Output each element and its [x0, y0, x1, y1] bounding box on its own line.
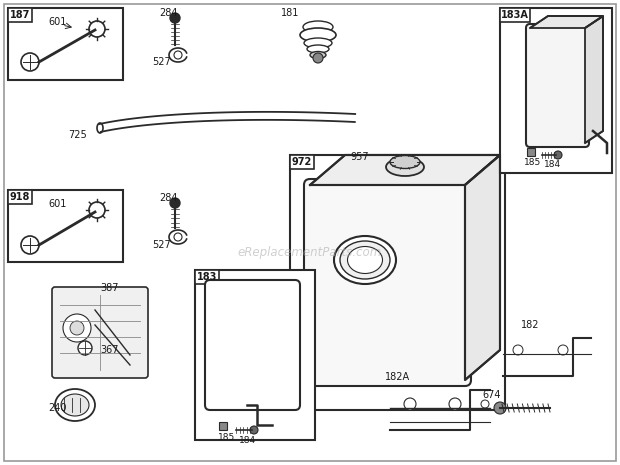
- Text: 725: 725: [68, 130, 87, 140]
- Bar: [527, 148, 535, 156]
- FancyBboxPatch shape: [52, 287, 148, 378]
- Ellipse shape: [300, 28, 336, 42]
- Ellipse shape: [334, 236, 396, 284]
- Ellipse shape: [340, 241, 390, 279]
- Circle shape: [174, 51, 182, 59]
- Text: 185: 185: [524, 158, 541, 166]
- Text: 185: 185: [218, 432, 235, 441]
- Ellipse shape: [303, 21, 333, 33]
- Bar: [500, 8, 612, 173]
- Bar: [195, 270, 219, 284]
- Ellipse shape: [55, 389, 95, 421]
- Circle shape: [63, 314, 91, 342]
- Bar: [8, 8, 123, 80]
- FancyBboxPatch shape: [205, 280, 300, 410]
- Text: 183A: 183A: [501, 10, 529, 20]
- Ellipse shape: [97, 123, 103, 133]
- Text: 972: 972: [292, 157, 312, 167]
- Text: eReplacementParts.com: eReplacementParts.com: [238, 246, 382, 259]
- Text: 182A: 182A: [385, 372, 410, 382]
- Ellipse shape: [304, 38, 332, 48]
- Text: 527: 527: [153, 240, 171, 250]
- Circle shape: [494, 402, 506, 414]
- Bar: [290, 155, 314, 169]
- FancyBboxPatch shape: [304, 179, 471, 386]
- Circle shape: [78, 341, 92, 355]
- Circle shape: [481, 400, 489, 408]
- Polygon shape: [530, 16, 603, 28]
- Text: 184: 184: [239, 436, 257, 445]
- Text: 957: 957: [351, 152, 370, 162]
- Text: 182: 182: [521, 320, 539, 330]
- Circle shape: [170, 13, 180, 23]
- Text: 601: 601: [49, 17, 67, 27]
- Text: 284: 284: [159, 8, 177, 18]
- Circle shape: [174, 233, 182, 241]
- Text: 184: 184: [544, 159, 562, 168]
- Circle shape: [21, 236, 39, 254]
- Text: 183: 183: [197, 272, 217, 282]
- Circle shape: [554, 151, 562, 159]
- Circle shape: [89, 21, 105, 37]
- Text: 918: 918: [10, 192, 30, 202]
- Text: 674: 674: [483, 390, 501, 400]
- Ellipse shape: [310, 52, 326, 59]
- Circle shape: [558, 345, 568, 355]
- Text: 527: 527: [153, 57, 171, 67]
- Text: 181: 181: [281, 8, 299, 18]
- Circle shape: [313, 53, 323, 63]
- Circle shape: [170, 198, 180, 208]
- Circle shape: [21, 53, 39, 71]
- Circle shape: [250, 426, 258, 434]
- Bar: [219, 422, 227, 430]
- FancyBboxPatch shape: [526, 24, 589, 147]
- Circle shape: [404, 398, 416, 410]
- Text: 367: 367: [100, 345, 118, 355]
- Text: 187: 187: [10, 10, 30, 20]
- Ellipse shape: [390, 155, 420, 168]
- Polygon shape: [465, 155, 500, 380]
- Bar: [8, 190, 32, 204]
- Text: 240: 240: [48, 403, 66, 413]
- Text: 387: 387: [100, 283, 118, 293]
- Ellipse shape: [347, 246, 383, 273]
- Circle shape: [70, 321, 84, 335]
- Circle shape: [89, 202, 105, 218]
- Ellipse shape: [61, 394, 89, 416]
- Polygon shape: [585, 16, 603, 143]
- Bar: [195, 270, 315, 440]
- Bar: [290, 155, 505, 410]
- Bar: [8, 190, 123, 262]
- Bar: [500, 8, 530, 22]
- Bar: [8, 8, 32, 22]
- Circle shape: [449, 398, 461, 410]
- Ellipse shape: [307, 45, 329, 53]
- Circle shape: [513, 345, 523, 355]
- Text: 284: 284: [159, 193, 177, 203]
- Text: 601: 601: [49, 199, 67, 209]
- Polygon shape: [310, 155, 500, 185]
- Ellipse shape: [386, 158, 424, 176]
